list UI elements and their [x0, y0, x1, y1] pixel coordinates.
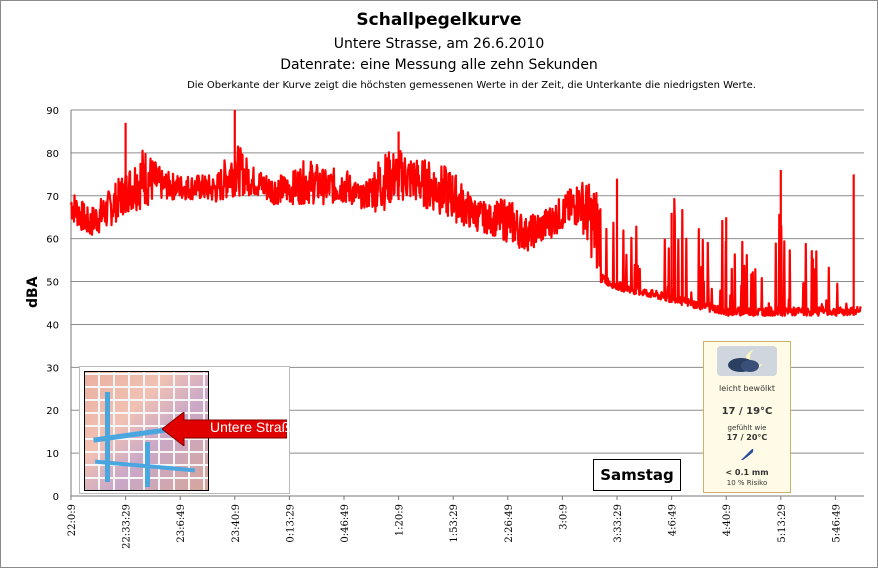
- map-street-label: Untere Straße: [210, 419, 298, 435]
- partly-cloudy-night-icon: [717, 346, 777, 376]
- y-tick-label: 0: [53, 492, 59, 503]
- x-tick-label: 0:46:49: [340, 504, 351, 543]
- y-tick-label: 20: [46, 406, 59, 417]
- x-tick-label: 23:6:49: [176, 504, 187, 543]
- x-tick-label: 5:46:49: [831, 504, 842, 543]
- day-label: Samstag: [593, 459, 681, 491]
- y-tick-label: 40: [46, 320, 59, 331]
- sound-level-series: [69, 145, 862, 317]
- x-tick-label: 23:40:9: [231, 504, 242, 543]
- x-tick-label: 4:40:9: [722, 504, 733, 536]
- feels-like-value: 17 / 20°C: [726, 433, 768, 442]
- y-tick-label: 30: [46, 363, 59, 374]
- y-tick-label: 80: [46, 149, 59, 160]
- x-tick-label: 22:33:29: [122, 504, 133, 549]
- chart-title: Schallpegelkurve: [356, 10, 522, 30]
- chart-note: Die Oberkante der Kurve zeigt die höchst…: [187, 80, 756, 91]
- map-inset: Untere Straße: [79, 366, 298, 494]
- weather-condition: leicht bewölkt: [719, 384, 775, 393]
- x-tick-label: 4:6:49: [668, 504, 679, 536]
- rain-amount: < 0.1 mm: [725, 468, 769, 477]
- weather-widget: leicht bewölkt 17 / 19°C gefühlt wie 17 …: [703, 341, 791, 493]
- feels-like-label: gefühlt wie: [727, 424, 767, 432]
- x-tick-label: 5:13:29: [777, 504, 788, 543]
- x-tick-label: 2:26:49: [504, 504, 515, 543]
- y-tick-label: 90: [46, 106, 59, 117]
- x-tick-label: 0:13:29: [285, 504, 296, 543]
- x-tick-label: 1:53:29: [449, 504, 460, 543]
- chart-subtitle: Untere Strasse, am 26.6.2010: [333, 36, 545, 52]
- data-rate-text: Datenrate: eine Messung alle zehn Sekund…: [280, 57, 598, 73]
- y-tick-label: 50: [46, 278, 59, 289]
- arrow-icon: [162, 412, 287, 446]
- x-tick-label: 3:0:9: [558, 504, 569, 530]
- y-tick-label: 60: [46, 235, 59, 246]
- x-tick-label: 1:20:9: [395, 504, 406, 536]
- y-tick-label: 70: [46, 192, 59, 203]
- rain-risk: 10 % Risiko: [726, 479, 768, 487]
- rain-icon: [741, 448, 754, 460]
- x-tick-label: 22:0:9: [67, 504, 78, 536]
- weather-feels-like: gefühlt wie 17 / 20°C: [704, 424, 790, 442]
- weather-temperature: 17 / 19°C: [721, 406, 773, 417]
- y-tick-label: 10: [46, 449, 59, 460]
- x-tick-label: 3:33:29: [613, 504, 624, 543]
